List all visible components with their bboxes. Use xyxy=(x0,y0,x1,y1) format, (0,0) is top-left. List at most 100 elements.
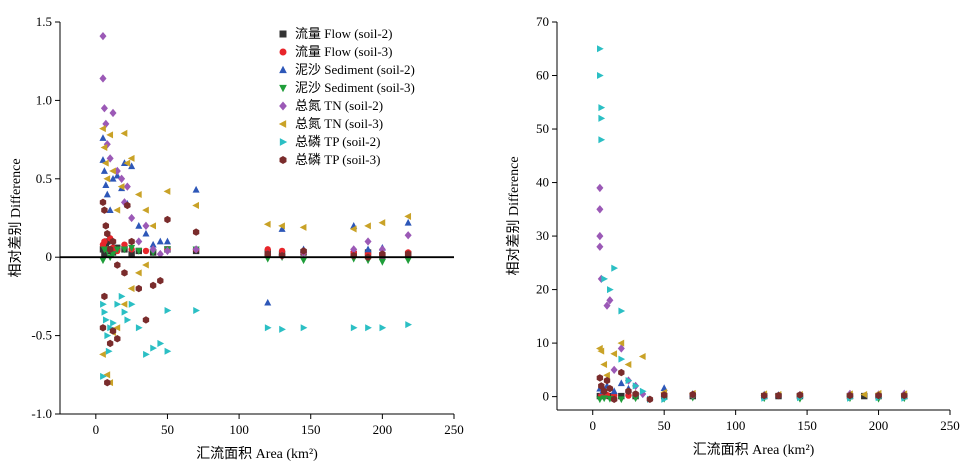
data-point xyxy=(404,218,412,226)
data-point xyxy=(598,136,606,144)
y-tick-label: 1.5 xyxy=(36,14,52,29)
data-point xyxy=(123,159,131,167)
data-point xyxy=(99,134,107,141)
data-point xyxy=(404,231,412,240)
data-point xyxy=(106,131,114,139)
data-point xyxy=(279,325,286,333)
data-point xyxy=(124,201,131,210)
data-point xyxy=(364,222,371,230)
y-tick-label: 0 xyxy=(543,389,550,404)
data-point xyxy=(600,395,608,403)
data-point xyxy=(128,244,136,252)
x-axis-title: 汇流面积 Area (km²) xyxy=(196,446,318,462)
data-point xyxy=(121,241,128,248)
data-point xyxy=(192,185,200,193)
legend-label: 总磷 TP (soil-2) xyxy=(295,134,380,149)
right-chart-svg: 0 50 100 150 200 250 0 10 20 30 40 50 60 70 汇流面积 Area … xyxy=(506,14,960,458)
data-point xyxy=(128,237,135,246)
data-point xyxy=(99,125,106,133)
data-point xyxy=(118,292,126,300)
data-point xyxy=(405,321,412,329)
data-point xyxy=(103,190,111,198)
data-point xyxy=(379,250,386,258)
data-point xyxy=(142,206,149,214)
data-point xyxy=(128,162,136,170)
data-point xyxy=(105,347,113,355)
data-point xyxy=(107,324,114,332)
data-point xyxy=(365,324,372,332)
data-point xyxy=(113,324,121,332)
data-point xyxy=(689,390,696,399)
data-point xyxy=(600,360,608,369)
data-point xyxy=(114,300,122,308)
data-point xyxy=(101,206,108,214)
data-point xyxy=(100,104,108,113)
data-point xyxy=(278,222,285,230)
data-point xyxy=(109,327,117,335)
data-point xyxy=(596,242,604,251)
data-point xyxy=(100,143,108,151)
data-point xyxy=(99,350,106,358)
data-point xyxy=(99,257,107,265)
y-tick-label: -1.0 xyxy=(31,406,52,421)
data-point xyxy=(596,71,604,80)
data-point xyxy=(606,286,614,294)
data-point xyxy=(378,259,386,266)
data-point xyxy=(134,269,142,277)
data-point xyxy=(156,237,164,245)
data-point xyxy=(104,230,111,238)
data-point xyxy=(597,347,605,355)
data-point xyxy=(106,245,114,254)
data-point xyxy=(598,382,605,390)
data-point xyxy=(128,250,135,258)
data-point xyxy=(364,245,372,253)
data-point xyxy=(610,387,618,395)
data-point xyxy=(875,391,882,400)
data-point xyxy=(101,292,108,301)
data-point xyxy=(127,285,135,293)
data-point xyxy=(117,183,125,191)
data-point xyxy=(603,301,611,310)
data-point xyxy=(378,219,386,227)
data-point xyxy=(149,222,157,230)
series-8 xyxy=(596,368,908,403)
data-point xyxy=(596,231,604,241)
data-point xyxy=(142,261,149,269)
data-point xyxy=(278,225,286,232)
x-tick-label: 0 xyxy=(589,418,596,433)
data-points xyxy=(596,45,909,404)
data-point xyxy=(600,387,608,395)
data-point xyxy=(99,156,107,163)
y-axis-title: 相对差别 Difference xyxy=(506,156,522,275)
y-tick-label: 50 xyxy=(536,121,549,136)
data-point xyxy=(632,382,640,390)
data-point xyxy=(610,395,618,403)
x-tick-label: 200 xyxy=(373,422,393,437)
data-point xyxy=(603,371,610,379)
data-point xyxy=(846,391,854,400)
data-point xyxy=(596,396,604,404)
data-point xyxy=(109,174,117,182)
data-point xyxy=(624,360,632,369)
data-point xyxy=(163,237,171,245)
legend-marker xyxy=(279,138,288,146)
data-point xyxy=(606,384,614,393)
data-point xyxy=(118,174,126,183)
data-point xyxy=(103,175,111,183)
data-point xyxy=(157,339,165,347)
legend-marker xyxy=(279,101,287,111)
data-point xyxy=(192,201,199,209)
data-point xyxy=(128,300,136,308)
legend-marker xyxy=(279,30,287,38)
data-point xyxy=(142,229,150,237)
y-tick-label: 0.5 xyxy=(36,171,52,186)
series-7 xyxy=(100,292,412,380)
data-point xyxy=(618,368,625,377)
data-point xyxy=(100,167,108,174)
x-tick-label: 250 xyxy=(444,422,464,437)
data-point xyxy=(164,347,172,355)
left-chart-svg: 0 50 100 150 200 250 -1.0 -0.5 0 0.5 1.0 1.5 汇流面积 Ar… xyxy=(8,14,464,462)
data-point xyxy=(135,222,143,229)
data-point xyxy=(99,74,107,83)
legend: 流量 Flow (soil-2) 流量 Flow (soil-3) 泥沙 Sedim… xyxy=(278,26,415,167)
